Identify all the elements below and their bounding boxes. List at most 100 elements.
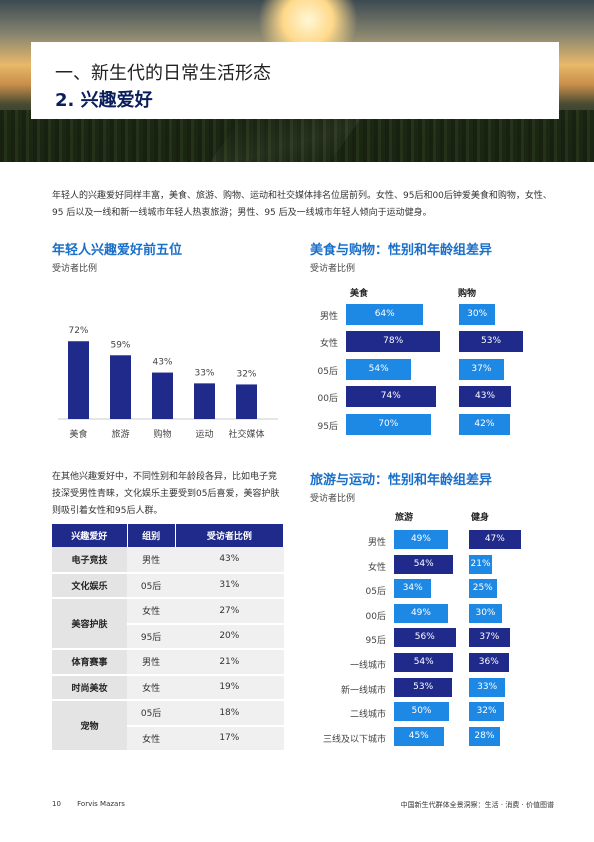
row-label: 男性 bbox=[319, 312, 338, 322]
travel-sport-subtitle: 受访者比例 bbox=[310, 494, 356, 504]
bar-value-label: 32% bbox=[236, 369, 256, 379]
section-title: 一、新生代的日常生活形态 bbox=[55, 63, 271, 84]
bar-value-label: 49% bbox=[410, 607, 431, 618]
row-label: 一线城市 bbox=[349, 661, 386, 671]
subsection-title: 2. 兴趣爱好 bbox=[55, 90, 153, 111]
bar-value-label: 45% bbox=[408, 730, 429, 741]
footer-report-title: 中国新生代群体全景洞察：生活 · 消费 · 价值图谱 bbox=[400, 801, 554, 809]
bar-购物-3 bbox=[459, 386, 512, 408]
category-label: 社交媒体 bbox=[228, 428, 264, 440]
bar-value-label: 37% bbox=[471, 363, 492, 374]
bar-value-label: 37% bbox=[479, 632, 500, 643]
hobby-cell: 宠物 bbox=[52, 700, 127, 752]
interest-table: 兴趣爱好 组别 受访者比例 电子竞技 男性 43% 文化娱乐 05后 31% 美… bbox=[52, 524, 285, 752]
bar-value-label: 33% bbox=[477, 681, 498, 692]
row-label: 05后 bbox=[317, 366, 338, 377]
top5-chart: 72% 美食 59% 旅游 43% 购物 33% 运动 32% 社交媒体 bbox=[58, 326, 278, 440]
hobby-cell: 时尚美妆 bbox=[52, 674, 127, 701]
bar-健身-4 bbox=[469, 628, 510, 648]
bar-旅游-1 bbox=[394, 554, 454, 574]
table-row: 女性 17% bbox=[52, 725, 284, 752]
category-label: 美食 bbox=[69, 428, 87, 440]
footer-left: 10 Forvis Mazars bbox=[52, 800, 125, 808]
bar-value-label: 36% bbox=[478, 657, 499, 667]
bar-value-label: 74% bbox=[380, 391, 401, 402]
bar-健身-0 bbox=[469, 530, 521, 549]
percent-cell: 19% bbox=[175, 674, 284, 701]
category-label: 运动 bbox=[195, 429, 213, 440]
table-row: 时尚美妆 女性 19% bbox=[52, 674, 284, 701]
bar-旅游-5 bbox=[394, 653, 454, 672]
bar-value-label: 28% bbox=[474, 730, 495, 741]
shopping-column-header: 购物 bbox=[458, 289, 477, 299]
percent-cell: 21% bbox=[175, 649, 284, 676]
bar-旅游-6 bbox=[394, 677, 453, 697]
bar-健身-1 bbox=[469, 554, 493, 574]
bar-value-label: 47% bbox=[484, 534, 505, 544]
table-header-group: 组别 bbox=[127, 524, 176, 547]
table-row: 文化娱乐 05后 31% bbox=[52, 572, 284, 599]
row-label: 女性 bbox=[367, 562, 386, 573]
bar-购物-1 bbox=[459, 331, 524, 353]
fitness-column-header: 健身 bbox=[471, 513, 490, 523]
travel-column-header: 旅游 bbox=[395, 513, 414, 523]
percent-cell: 18% bbox=[175, 700, 284, 727]
row-label: 三线及以下城市 bbox=[322, 734, 386, 745]
bar-value-label: 21% bbox=[470, 558, 491, 569]
bar-健身-7 bbox=[469, 702, 505, 722]
table-row: 95后 20% bbox=[52, 623, 284, 650]
bar-健身-3 bbox=[469, 603, 502, 623]
percent-cell: 17% bbox=[175, 725, 284, 752]
bar-健身-2 bbox=[469, 579, 497, 599]
bar-旅游-0 bbox=[394, 530, 448, 549]
bar-value-label: 78% bbox=[383, 336, 404, 347]
bar-value-label: 50% bbox=[411, 706, 432, 717]
bar-旅游-3 bbox=[394, 603, 448, 623]
bar-value-label: 54% bbox=[413, 558, 434, 569]
table-row: 美容护肤 女性 27% bbox=[52, 598, 284, 650]
bar-value-label: 43% bbox=[152, 358, 172, 368]
group-cell: 女性 bbox=[127, 725, 176, 752]
bar-旅游-7 bbox=[394, 702, 449, 722]
bar-0 bbox=[68, 341, 89, 419]
table-header-hobby: 兴趣爱好 bbox=[52, 524, 128, 547]
bar-value-label: 53% bbox=[413, 681, 434, 692]
bar-value-label: 30% bbox=[475, 607, 496, 618]
group-cell: 05后 bbox=[127, 700, 176, 727]
category-label: 旅游 bbox=[111, 428, 129, 440]
table-row: 电子竞技 男性 43% bbox=[52, 547, 284, 574]
bar-购物-4 bbox=[459, 413, 510, 435]
bar-value-label: 34% bbox=[402, 583, 423, 594]
percent-cell: 20% bbox=[175, 623, 284, 650]
hobby-cell: 文化娱乐 bbox=[52, 572, 127, 599]
food-column-header: 美食 bbox=[350, 289, 369, 299]
bar-2 bbox=[152, 372, 173, 419]
bar-购物-2 bbox=[459, 358, 504, 380]
table-row: 宠物 05后 18% bbox=[52, 700, 284, 752]
bar-value-label: 54% bbox=[413, 657, 434, 667]
row-label: 二线城市 bbox=[349, 710, 386, 721]
hobby-cell: 美容护肤 bbox=[52, 598, 127, 650]
bar-value-label: 33% bbox=[194, 368, 214, 378]
row-label: 05后 bbox=[365, 587, 386, 598]
bar-健身-6 bbox=[469, 677, 506, 697]
bar-value-label: 25% bbox=[472, 583, 493, 594]
hobby-cell: 电子竞技 bbox=[52, 547, 127, 574]
group-cell: 95后 bbox=[127, 623, 176, 650]
other-interests-paragraph: 在其他兴趣爱好中，不同性别和年龄段各异，比如电子竞技深受男性青睐，文化娱乐主要受… bbox=[52, 472, 280, 516]
row-label: 95后 bbox=[317, 421, 338, 432]
page-number: 10 bbox=[52, 800, 61, 808]
bar-value-label: 59% bbox=[110, 340, 130, 350]
row-label: 00后 bbox=[317, 394, 338, 405]
percent-cell: 27% bbox=[175, 598, 284, 625]
bar-value-label: 42% bbox=[474, 418, 495, 429]
row-label: 00后 bbox=[365, 611, 386, 622]
bar-value-label: 30% bbox=[467, 309, 488, 319]
bar-美食-4 bbox=[346, 413, 431, 435]
bar-旅游-2 bbox=[394, 579, 432, 599]
bar-value-label: 49% bbox=[410, 534, 431, 544]
bar-value-label: 32% bbox=[476, 706, 497, 717]
bar-value-label: 56% bbox=[414, 632, 435, 643]
group-cell: 女性 bbox=[127, 674, 176, 701]
percent-cell: 43% bbox=[175, 547, 284, 574]
